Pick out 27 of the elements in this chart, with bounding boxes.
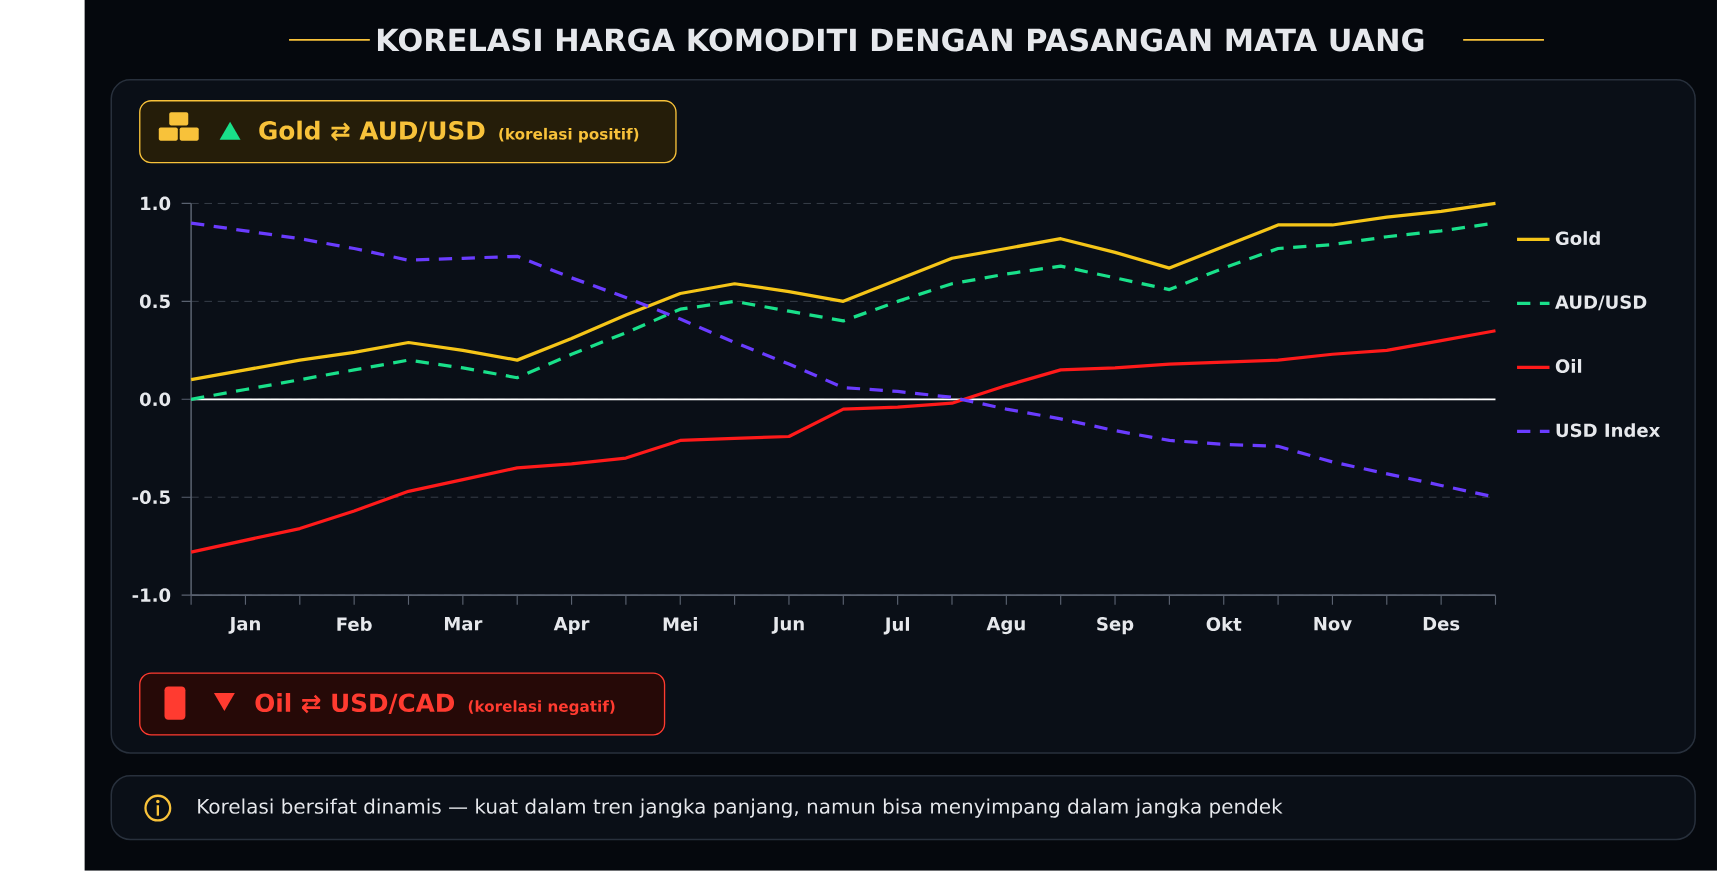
legend-label: USD Index — [1556, 423, 1661, 438]
x-tick-label: Mar — [444, 617, 483, 631]
x-tick-label: Jul — [883, 617, 910, 635]
legend-label: Gold — [1555, 231, 1600, 246]
text: Gold ⇄ AUD/USD — [259, 120, 485, 142]
y-tick-label: 0.0 — [139, 392, 171, 407]
y-tick-label: 1.0 — [141, 196, 171, 211]
x-tick-label: Agu — [986, 617, 1025, 635]
x-tick-label: Jun — [771, 617, 804, 634]
text: (korelasi negatif) — [468, 700, 615, 716]
x-tick-label: Sep — [1097, 617, 1134, 635]
text: (korelasi positif) — [499, 127, 639, 143]
x-tick-label: Apr — [553, 617, 590, 635]
x-tick-label: Nov — [1314, 617, 1352, 631]
y-tick-label: -1.0 — [132, 588, 171, 603]
chart-title: KORELASI HARGA KOMODITI DENGAN PASANGAN MATA UANG — [377, 28, 1424, 52]
x-tick-label: Okt — [1206, 617, 1242, 632]
x-tick-label: Feb — [337, 617, 372, 632]
legend-label: AUD/USD — [1555, 295, 1647, 311]
text: Korelasi bersifat dinamis — kuat dalam tren jangka panjang, namun bisa menyimpang dalam jangka pendek — [198, 798, 1283, 818]
x-tick-label: Mei — [663, 617, 697, 632]
x-tick-label: Des — [1423, 617, 1460, 631]
y-tick-label: 0.5 — [139, 294, 170, 309]
y-tick-label: -0.5 — [132, 490, 170, 505]
legend-label: Oil — [1555, 359, 1582, 374]
x-tick-label: Jan — [228, 617, 260, 634]
text: Oil ⇄ USD/CAD — [255, 693, 455, 715]
